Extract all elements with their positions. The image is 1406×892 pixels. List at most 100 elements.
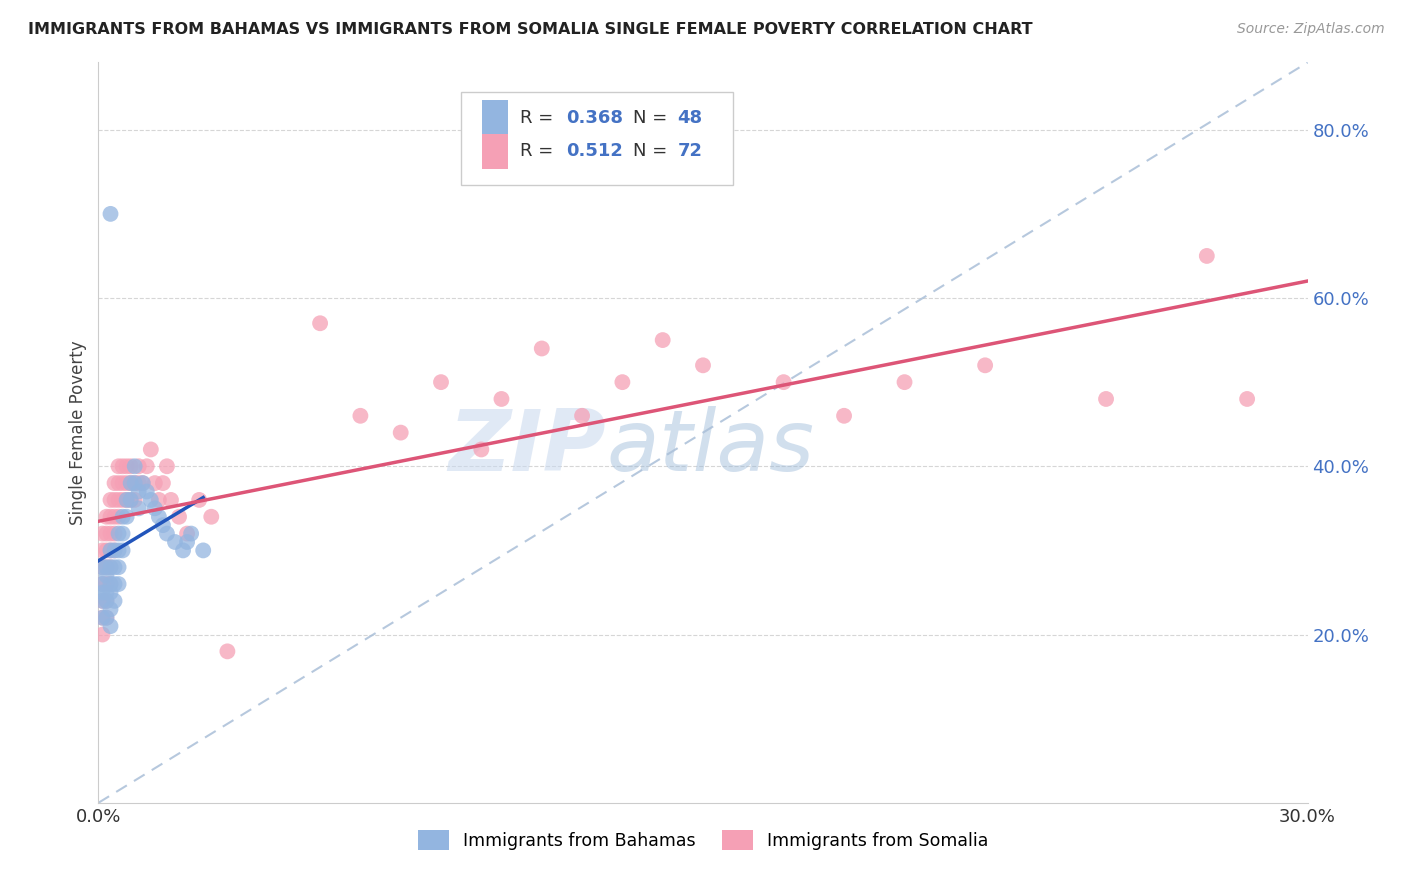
Point — [107, 543, 129, 558]
Point — [103, 560, 125, 574]
Text: Source: ZipAtlas.com: Source: ZipAtlas.com — [1237, 22, 1385, 37]
Point — [100, 492, 122, 507]
Point — [107, 476, 129, 491]
Point — [115, 509, 138, 524]
Point — [107, 509, 129, 524]
Point — [100, 585, 122, 599]
Point — [103, 476, 125, 491]
Point — [772, 375, 794, 389]
Point — [893, 375, 915, 389]
Point — [167, 509, 190, 524]
Point — [111, 476, 134, 491]
Point — [120, 476, 142, 491]
Point — [111, 492, 134, 507]
Point — [124, 459, 146, 474]
Point — [128, 501, 150, 516]
Point — [124, 476, 146, 491]
Point — [120, 476, 142, 491]
FancyBboxPatch shape — [482, 134, 509, 169]
Point — [135, 459, 157, 474]
Text: IMMIGRANTS FROM BAHAMAS VS IMMIGRANTS FROM SOMALIA SINGLE FEMALE POVERTY CORRELA: IMMIGRANTS FROM BAHAMAS VS IMMIGRANTS FR… — [28, 22, 1033, 37]
Point — [160, 492, 183, 507]
Point — [96, 526, 118, 541]
Point — [124, 476, 146, 491]
Point — [91, 610, 114, 624]
Point — [115, 476, 138, 491]
Point — [100, 526, 122, 541]
Point — [180, 526, 202, 541]
Point — [100, 560, 122, 574]
FancyBboxPatch shape — [482, 100, 509, 136]
Point — [115, 459, 138, 474]
Point — [115, 492, 138, 507]
Point — [128, 484, 150, 499]
Point — [100, 543, 122, 558]
Point — [96, 594, 118, 608]
Point — [107, 560, 129, 574]
Point — [103, 577, 125, 591]
Text: 0.512: 0.512 — [567, 143, 623, 161]
Text: 72: 72 — [678, 143, 703, 161]
Point — [96, 560, 118, 574]
Point — [111, 543, 134, 558]
Point — [103, 526, 125, 541]
Point — [100, 577, 122, 591]
Point — [120, 492, 142, 507]
Point — [103, 543, 125, 558]
Point — [91, 594, 114, 608]
Point — [120, 492, 142, 507]
Point — [651, 333, 673, 347]
Point — [530, 342, 553, 356]
Point — [148, 492, 170, 507]
Point — [143, 476, 166, 491]
Point — [217, 644, 239, 658]
Point — [96, 610, 118, 624]
Point — [103, 543, 125, 558]
Point — [172, 543, 194, 558]
Point — [974, 359, 997, 373]
Point — [1095, 392, 1118, 406]
Text: R =: R = — [520, 109, 560, 127]
Point — [139, 442, 162, 457]
Point — [100, 207, 122, 221]
Point — [91, 610, 114, 624]
Point — [100, 543, 122, 558]
Point — [1236, 392, 1258, 406]
Point — [349, 409, 371, 423]
Point — [132, 476, 155, 491]
Point — [491, 392, 513, 406]
Point — [120, 459, 142, 474]
Point — [100, 560, 122, 574]
Point — [309, 316, 332, 330]
Point — [143, 501, 166, 516]
Point — [148, 509, 170, 524]
Point — [692, 359, 714, 373]
Point — [139, 492, 162, 507]
Point — [107, 577, 129, 591]
Point — [128, 476, 150, 491]
Point — [91, 577, 114, 591]
Point — [96, 543, 118, 558]
Point — [124, 492, 146, 507]
Text: 0.368: 0.368 — [567, 109, 623, 127]
Point — [96, 594, 118, 608]
Point — [100, 619, 122, 633]
Point — [100, 602, 122, 616]
Point — [389, 425, 412, 440]
Point — [128, 459, 150, 474]
Point — [96, 568, 118, 582]
Point — [91, 526, 114, 541]
Point — [111, 526, 134, 541]
Text: 48: 48 — [678, 109, 703, 127]
Y-axis label: Single Female Poverty: Single Female Poverty — [69, 341, 87, 524]
Point — [156, 459, 179, 474]
Point — [91, 594, 114, 608]
Point — [107, 526, 129, 541]
Point — [107, 492, 129, 507]
Point — [571, 409, 593, 423]
Text: R =: R = — [520, 143, 560, 161]
Point — [188, 492, 211, 507]
Point — [100, 509, 122, 524]
Point — [91, 585, 114, 599]
Text: atlas: atlas — [606, 406, 814, 489]
